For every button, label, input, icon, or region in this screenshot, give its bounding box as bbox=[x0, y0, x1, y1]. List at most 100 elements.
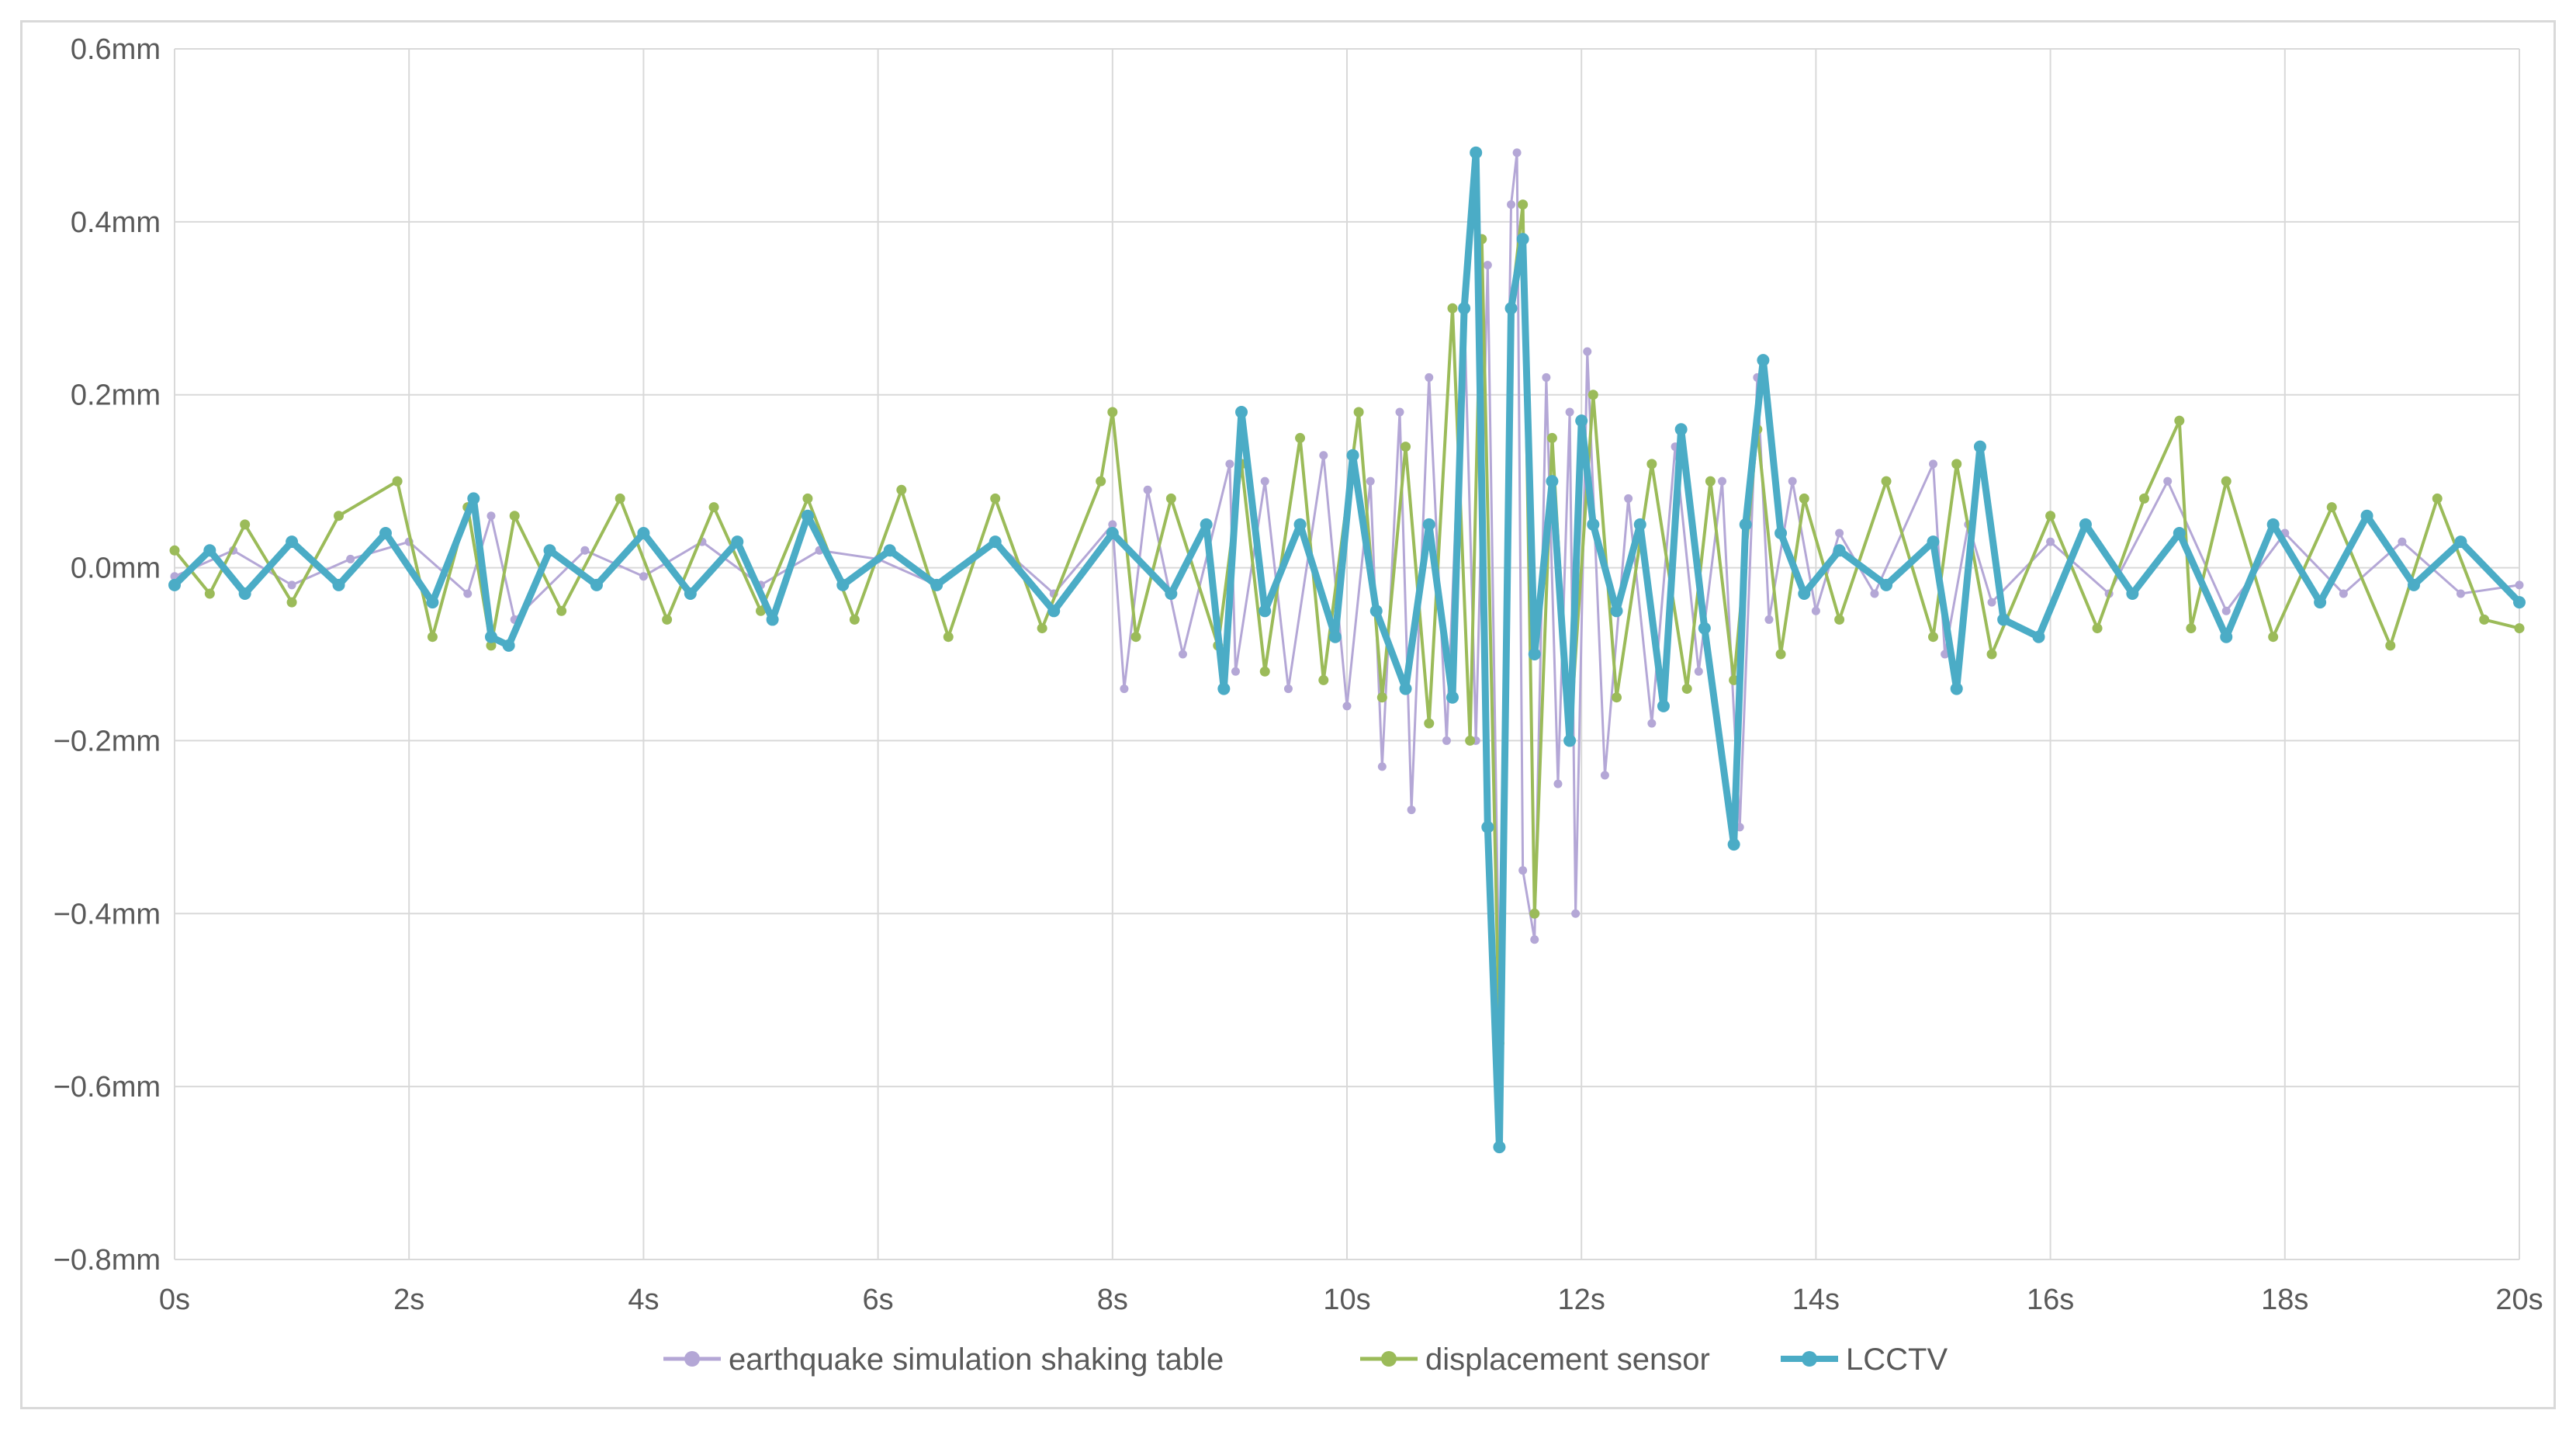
data-point bbox=[168, 578, 181, 591]
data-point bbox=[1200, 518, 1213, 531]
data-point bbox=[1442, 736, 1451, 745]
legend-item: displacement sensor bbox=[1360, 1343, 1710, 1377]
data-point bbox=[1950, 682, 1963, 695]
data-point bbox=[2221, 476, 2231, 487]
data-point bbox=[1401, 442, 1411, 452]
data-point bbox=[2266, 518, 2280, 531]
data-point bbox=[1951, 459, 1962, 469]
data-point bbox=[204, 588, 215, 599]
data-point bbox=[2385, 640, 2396, 651]
data-point bbox=[1470, 146, 1483, 159]
data-point bbox=[1927, 535, 1940, 549]
data-point bbox=[1369, 605, 1383, 618]
data-point bbox=[1318, 674, 1329, 685]
data-point bbox=[1120, 684, 1129, 694]
data-point bbox=[2138, 493, 2149, 504]
data-point bbox=[883, 544, 896, 557]
data-point bbox=[1231, 667, 1240, 676]
data-point bbox=[2513, 596, 2526, 609]
data-point bbox=[286, 597, 297, 608]
y-tick-label: −0.2mm bbox=[54, 725, 161, 757]
data-point bbox=[1328, 630, 1342, 643]
data-point bbox=[590, 578, 603, 591]
data-point bbox=[615, 493, 625, 504]
data-point bbox=[1108, 520, 1117, 529]
data-point bbox=[2220, 630, 2233, 643]
data-point bbox=[1542, 372, 1551, 382]
data-point bbox=[1447, 303, 1458, 314]
data-point bbox=[1458, 302, 1471, 315]
data-point bbox=[1376, 692, 1387, 703]
y-tick-label: 0.2mm bbox=[71, 379, 161, 412]
data-point bbox=[1870, 589, 1879, 598]
data-point bbox=[1775, 649, 1786, 660]
data-point bbox=[1319, 451, 1328, 460]
data-point bbox=[1047, 605, 1061, 618]
data-point bbox=[2045, 511, 2056, 521]
data-point bbox=[1295, 432, 1306, 443]
data-point bbox=[1407, 806, 1416, 815]
data-point bbox=[1353, 407, 1364, 418]
data-point bbox=[2360, 509, 2373, 522]
data-point bbox=[1377, 762, 1387, 771]
data-point bbox=[1834, 614, 1845, 625]
data-point bbox=[1553, 779, 1563, 788]
data-point bbox=[426, 596, 439, 609]
y-tick-label: −0.8mm bbox=[54, 1244, 161, 1277]
data-point bbox=[509, 511, 520, 521]
data-point bbox=[2174, 415, 2185, 426]
data-point bbox=[240, 519, 251, 530]
data-point bbox=[1881, 476, 1892, 487]
data-point bbox=[1178, 650, 1187, 659]
data-point bbox=[766, 613, 779, 626]
data-point bbox=[731, 535, 744, 549]
data-point bbox=[1399, 682, 1412, 695]
data-point bbox=[2163, 476, 2173, 486]
data-point bbox=[580, 546, 590, 555]
data-point bbox=[801, 509, 814, 522]
data-point bbox=[1739, 518, 1752, 531]
data-point bbox=[1259, 666, 1270, 677]
data-point bbox=[1446, 691, 1459, 704]
data-point bbox=[2092, 623, 2103, 634]
y-tick-label: 0.6mm bbox=[71, 33, 161, 66]
data-point bbox=[930, 578, 943, 591]
data-point bbox=[1483, 261, 1492, 270]
data-point bbox=[2456, 589, 2465, 598]
data-point bbox=[2126, 587, 2139, 600]
data-point bbox=[2079, 518, 2092, 531]
data-point bbox=[427, 632, 438, 643]
legend-item: LCCTV bbox=[1781, 1343, 1948, 1377]
data-point bbox=[1646, 459, 1657, 469]
data-point bbox=[379, 527, 392, 539]
data-point bbox=[943, 632, 954, 643]
data-point bbox=[896, 484, 907, 495]
data-point bbox=[1788, 476, 1797, 486]
data-point bbox=[2032, 630, 2045, 643]
data-point bbox=[332, 578, 345, 591]
data-point bbox=[1587, 518, 1600, 531]
data-point bbox=[2046, 537, 2055, 546]
data-point bbox=[2408, 578, 2421, 591]
y-tick-label: −0.4mm bbox=[54, 898, 161, 930]
data-point bbox=[990, 493, 1001, 504]
data-point bbox=[1225, 459, 1234, 469]
data-point bbox=[1096, 476, 1106, 487]
data-point bbox=[1143, 485, 1152, 494]
data-point bbox=[1366, 476, 1375, 486]
data-point bbox=[662, 614, 673, 625]
x-tick-label: 6s bbox=[863, 1284, 894, 1316]
data-point bbox=[169, 545, 180, 556]
data-point bbox=[1342, 702, 1352, 711]
data-point bbox=[1705, 476, 1716, 487]
data-point bbox=[2515, 580, 2524, 590]
data-point bbox=[1718, 476, 1727, 486]
x-tick-label: 4s bbox=[628, 1284, 659, 1316]
data-point bbox=[639, 572, 648, 581]
x-tick-label: 2s bbox=[393, 1284, 424, 1316]
data-point bbox=[2173, 527, 2186, 539]
data-point bbox=[1530, 935, 1539, 944]
data-point bbox=[1727, 838, 1740, 851]
data-point bbox=[1647, 719, 1657, 728]
data-point bbox=[1424, 718, 1435, 729]
